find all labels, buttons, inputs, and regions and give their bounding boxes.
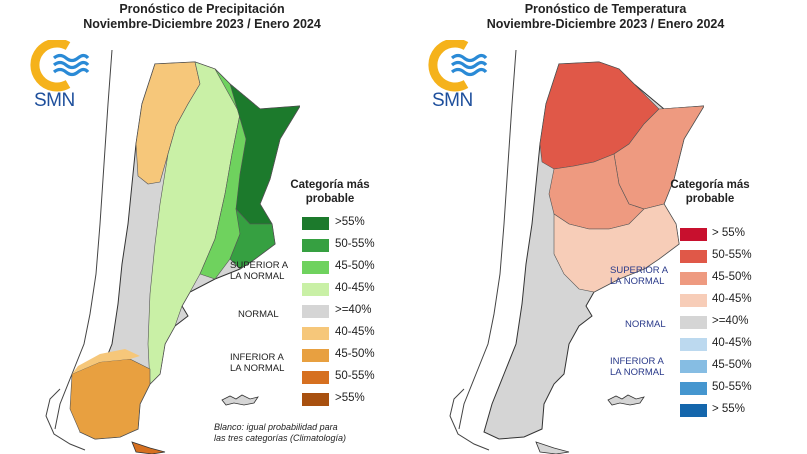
precipitation-legend-label: 45-50%	[335, 348, 375, 360]
smn-logo-icon	[30, 38, 90, 92]
temperature-legend-label: > 55%	[712, 227, 745, 239]
region-patagonia-light-orange	[72, 349, 140, 374]
precipitation-inferior-label: INFERIOR A LA NORMAL	[230, 352, 285, 374]
chile-islands	[45, 388, 86, 451]
precipitation-legend-label: 50-55%	[335, 238, 375, 250]
precipitation-legend-title: Categoría más probable	[270, 178, 390, 206]
region-northeast-dark-green	[229, 83, 300, 225]
temperature-legend-label: 50-55%	[712, 381, 752, 393]
precipitation-legend-label: 50-55%	[335, 370, 375, 382]
precipitation-legend-swatch	[302, 371, 329, 384]
smn-logo-icon-right	[428, 38, 488, 92]
smn-logo: SMN	[28, 38, 90, 114]
temperature-panel: Pronóstico de Temperatura Noviembre-Dici…	[404, 0, 807, 454]
chile-islands-right	[449, 388, 490, 451]
precipitation-normal-label: NORMAL	[238, 309, 279, 320]
temperature-inferior-label: INFERIOR A LA NORMAL	[610, 356, 665, 378]
temperature-legend-swatch	[680, 404, 707, 417]
temperature-legend-swatch	[680, 250, 707, 263]
temperature-legend-swatch	[680, 382, 707, 395]
temperature-legend-label: >=40%	[712, 315, 749, 327]
precipitation-title: Pronóstico de Precipitación Noviembre-Di…	[0, 2, 404, 32]
precipitation-map	[45, 49, 300, 454]
malvinas-icon	[221, 394, 259, 406]
chile-coastline	[54, 49, 113, 430]
region-east-green	[229, 208, 276, 270]
temperature-legend-title-line2: probable	[685, 193, 735, 205]
precipitation-legend-title-line1: Categoría más	[290, 179, 370, 191]
precipitation-legend-swatch	[302, 327, 329, 340]
precipitation-title-line1: Pronóstico de Precipitación	[119, 2, 285, 16]
temperature-legend-swatch	[680, 272, 707, 285]
precipitation-legend-label: >55%	[335, 216, 365, 228]
precipitation-legend-label: >=40%	[335, 304, 372, 316]
temperature-legend-label: 45-50%	[712, 271, 752, 283]
temperature-title: Pronóstico de Temperatura Noviembre-Dici…	[404, 2, 807, 32]
precipitation-legend-swatch	[302, 283, 329, 296]
region-pampas-peach	[553, 203, 680, 293]
precipitation-legend-swatch	[302, 393, 329, 406]
precipitation-legend-label: >55%	[335, 392, 365, 404]
precipitation-legend-label: 40-45%	[335, 326, 375, 338]
temperature-map	[449, 49, 704, 454]
temperature-title-line2: Noviembre-Diciembre 2023 / Enero 2024	[486, 17, 725, 31]
tierra-del-fuego	[131, 441, 166, 454]
temperature-superior-label: SUPERIOR A LA NORMAL	[610, 265, 669, 287]
temperature-legend-title-line1: Categoría más	[670, 179, 750, 191]
malvinas-icon-right	[607, 394, 645, 406]
precipitation-superior-label: SUPERIOR A LA NORMAL	[230, 260, 289, 282]
smn-logo-text: SMN	[34, 90, 75, 111]
temperature-legend-swatch	[680, 338, 707, 351]
temperature-legend-swatch	[680, 228, 707, 241]
precipitation-legend-swatch	[302, 239, 329, 252]
temperature-legend-swatch	[680, 294, 707, 307]
tierra-del-fuego-right	[535, 441, 570, 454]
temperature-legend-swatch	[680, 360, 707, 373]
temperature-legend-label: 50-55%	[712, 249, 752, 261]
region-patagonia-orange	[69, 358, 151, 440]
precipitation-legend-swatch	[302, 217, 329, 230]
temperature-legend-label: 40-45%	[712, 337, 752, 349]
temperature-legend-label: > 55%	[712, 403, 745, 415]
temperature-legend-label: 45-50%	[712, 359, 752, 371]
smn-logo-right: SMN	[426, 38, 488, 114]
precipitation-footnote: Blanco: igual probabilidad para las tres…	[214, 422, 347, 443]
precipitation-legend-label: 40-45%	[335, 282, 375, 294]
precipitation-legend-swatch	[302, 305, 329, 318]
smn-logo-text-right: SMN	[432, 90, 473, 111]
precipitation-title-line2: Noviembre-Diciembre 2023 / Enero 2024	[83, 17, 321, 31]
temperature-title-line1: Pronóstico de Temperatura	[524, 2, 687, 16]
temperature-legend-label: 40-45%	[712, 293, 752, 305]
temperature-legend-swatch	[680, 316, 707, 329]
precipitation-legend-title-line2: probable	[305, 193, 355, 205]
temperature-legend-title: Categoría más probable	[650, 178, 770, 206]
precipitation-legend-swatch	[302, 349, 329, 362]
precipitation-panel: Pronóstico de Precipitación Noviembre-Di…	[0, 2, 404, 454]
precipitation-legend-label: 45-50%	[335, 260, 375, 272]
chile-coastline-right	[458, 49, 517, 430]
precipitation-legend-swatch	[302, 261, 329, 274]
temperature-normal-label: NORMAL	[625, 319, 666, 330]
